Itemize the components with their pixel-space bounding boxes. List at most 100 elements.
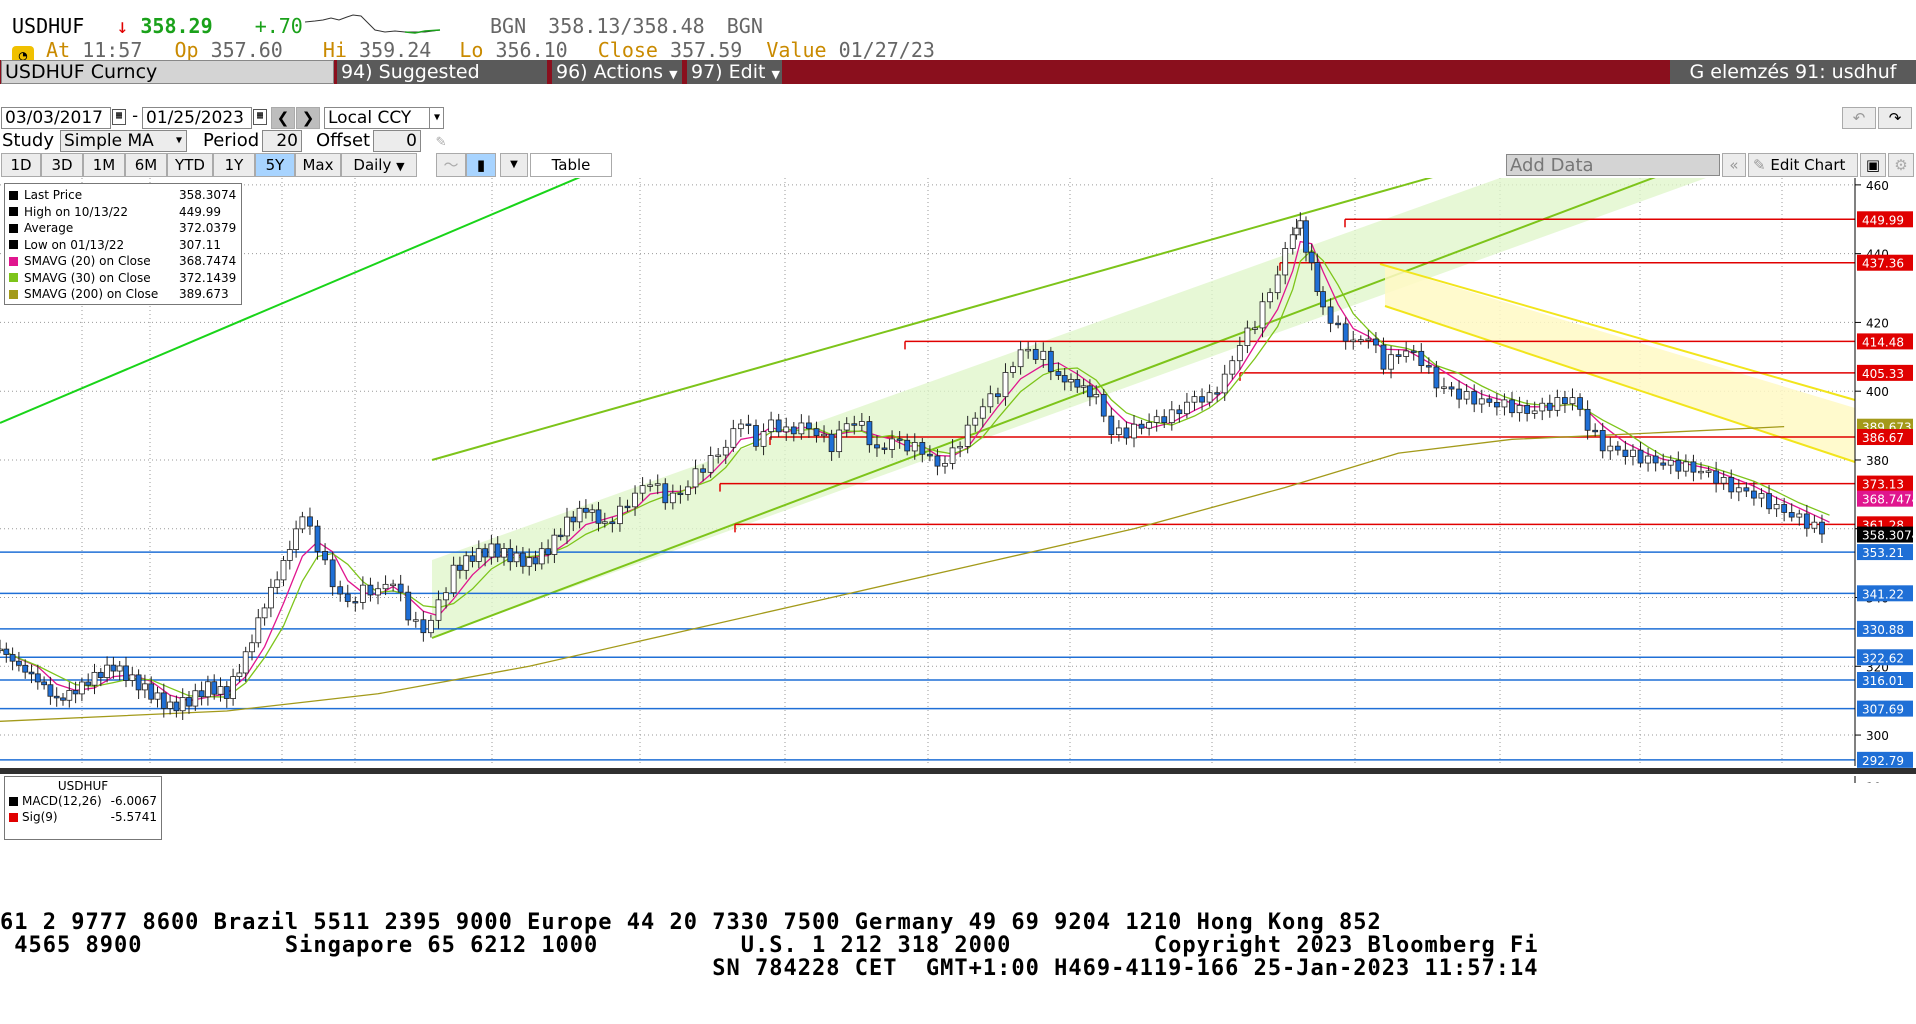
candle-body xyxy=(1123,427,1130,439)
range-6m-button[interactable]: 6M xyxy=(125,153,167,177)
line-chart-icon[interactable]: 〜 xyxy=(436,153,466,177)
period-input[interactable]: 20 xyxy=(262,130,302,152)
end-date-field[interactable]: 01/25/2023 xyxy=(142,107,252,129)
actions-menu[interactable]: 96) Actions ▼ xyxy=(552,60,682,84)
price-tick-label: 460 xyxy=(1866,179,1889,193)
legend-row[interactable]: Average 372.0379 xyxy=(9,220,237,237)
candle-body xyxy=(1788,512,1795,518)
collapse-icon[interactable]: « xyxy=(1722,153,1746,177)
price-chart[interactable]: 300320340360380400420440460 449.99437.36… xyxy=(0,178,1916,783)
table-button[interactable]: Table xyxy=(530,153,612,177)
suggested-charts-menu[interactable]: 94) Suggested Charts xyxy=(337,60,547,107)
redo-button[interactable]: ↷ xyxy=(1878,107,1912,129)
candle-body xyxy=(798,422,805,435)
chart-settings-icon[interactable]: ▣ xyxy=(1860,153,1886,177)
candle-body xyxy=(1214,392,1221,395)
pane-divider[interactable] xyxy=(0,768,1916,774)
sparkline xyxy=(305,14,441,34)
macd-legend-row[interactable]: Sig(9) -5.5741 xyxy=(9,809,157,825)
trend-channels xyxy=(0,178,1856,639)
ask-price: 358.48 xyxy=(632,14,705,38)
range-3d-button[interactable]: 3D xyxy=(41,153,83,177)
legend-value: 389.673 xyxy=(179,287,229,302)
macd-pane: 1050-5-6.0067 xyxy=(1854,776,1881,783)
candle-chart-icon[interactable]: ▮ xyxy=(466,153,496,177)
frequency-select[interactable]: Daily ▼ xyxy=(341,153,417,177)
range-1y-button[interactable]: 1Y xyxy=(213,153,255,177)
candle-body xyxy=(1509,399,1515,414)
prev-period-button[interactable]: ❮ xyxy=(271,107,295,129)
candle-body xyxy=(1087,385,1093,398)
candle-body xyxy=(397,583,404,593)
legend-swatch xyxy=(9,812,18,822)
candle-body xyxy=(1493,401,1500,408)
add-data-field[interactable]: Add Data xyxy=(1506,154,1720,176)
candle-body xyxy=(1652,455,1659,464)
candle-body xyxy=(15,660,22,666)
candle-body xyxy=(1796,513,1803,518)
macd-legend-row[interactable]: MACD(12,26) -6.0067 xyxy=(9,793,157,809)
candle-body xyxy=(1093,394,1100,398)
candle-body xyxy=(677,492,684,496)
candle-body xyxy=(1350,339,1357,342)
candle-body xyxy=(1486,398,1493,403)
legend-row[interactable]: Last Price 358.3074 xyxy=(9,187,237,204)
candle-body xyxy=(1025,348,1032,352)
offset-value: 0 xyxy=(406,131,417,151)
candle-body xyxy=(1040,350,1047,360)
edit-chart-button[interactable]: ✎ Edit Chart xyxy=(1748,153,1858,177)
study-select[interactable]: Simple MA xyxy=(60,130,187,152)
caret-down-icon[interactable]: ▼ xyxy=(429,108,444,128)
candle-body xyxy=(1138,423,1145,429)
calendar-icon[interactable]: ▦ xyxy=(112,109,126,125)
chart-legend[interactable]: Last Price 358.3074 High on 10/13/22 449.99… xyxy=(4,183,242,305)
candle-body xyxy=(1630,449,1636,457)
candle-body xyxy=(858,421,865,426)
candle-body xyxy=(41,681,47,686)
range-1d-button[interactable]: 1D xyxy=(1,153,41,177)
gear-icon[interactable]: ⚙ xyxy=(1888,153,1914,177)
long-trend-line xyxy=(0,178,581,424)
candle-body xyxy=(866,421,873,446)
candle-body xyxy=(538,548,545,565)
candle-body xyxy=(821,433,827,437)
candle-body xyxy=(1357,339,1364,342)
candle-body xyxy=(1380,344,1387,370)
price-label-text: 316.01 xyxy=(1862,674,1904,688)
candle-body xyxy=(1236,345,1243,362)
legend-row[interactable]: SMAVG (200) on Close 389.673 xyxy=(9,286,237,303)
calendar-icon[interactable]: ▦ xyxy=(253,109,267,125)
next-period-button[interactable]: ❯ xyxy=(296,107,320,129)
candle-body xyxy=(1773,504,1780,510)
undo-button[interactable]: ↶ xyxy=(1842,107,1876,129)
offset-input[interactable]: 0 xyxy=(373,130,421,152)
end-date-value: 01/25/2023 xyxy=(146,108,244,128)
candle-body xyxy=(160,692,167,709)
candle-body xyxy=(1267,292,1273,303)
value-label: Value xyxy=(766,38,827,62)
ask-source: BGN xyxy=(726,14,763,38)
macd-legend[interactable]: USDHUF MACD(12,26) -6.0067 Sig(9) -5.5741 xyxy=(4,776,162,840)
legend-row[interactable]: Low on 01/13/22 307.11 xyxy=(9,237,237,254)
legend-row[interactable]: SMAVG (20) on Close 368.7474 xyxy=(9,253,237,270)
candle-body xyxy=(280,559,287,581)
legend-row[interactable]: High on 10/13/22 449.99 xyxy=(9,204,237,221)
candle-body xyxy=(1781,504,1788,513)
security-field[interactable]: USDHUF Curncy xyxy=(1,60,334,84)
footer-contacts-2: 4565 8900 Singapore 65 6212 1000 U.S. 1 … xyxy=(0,933,1539,958)
candle-body xyxy=(428,619,434,634)
range-ytd-button[interactable]: YTD xyxy=(167,153,213,177)
range-1m-button[interactable]: 1M xyxy=(83,153,125,177)
horizontal-levels xyxy=(0,218,1855,761)
caret-down-icon[interactable]: ▼ xyxy=(175,135,183,146)
edit-menu[interactable]: 97) Edit ▼ xyxy=(687,60,782,84)
candle-body xyxy=(47,684,54,697)
range-5y-button[interactable]: 5Y xyxy=(255,153,295,177)
start-date-field[interactable]: 03/03/2017 xyxy=(1,107,111,129)
legend-swatch xyxy=(9,207,18,217)
pencil-icon[interactable]: ✎ xyxy=(436,131,446,150)
currency-select[interactable]: Local CCY xyxy=(324,107,444,129)
chart-type-dropdown[interactable]: ▼ xyxy=(500,153,528,177)
range-max-button[interactable]: Max xyxy=(295,153,341,177)
legend-row[interactable]: SMAVG (30) on Close 372.1439 xyxy=(9,270,237,287)
